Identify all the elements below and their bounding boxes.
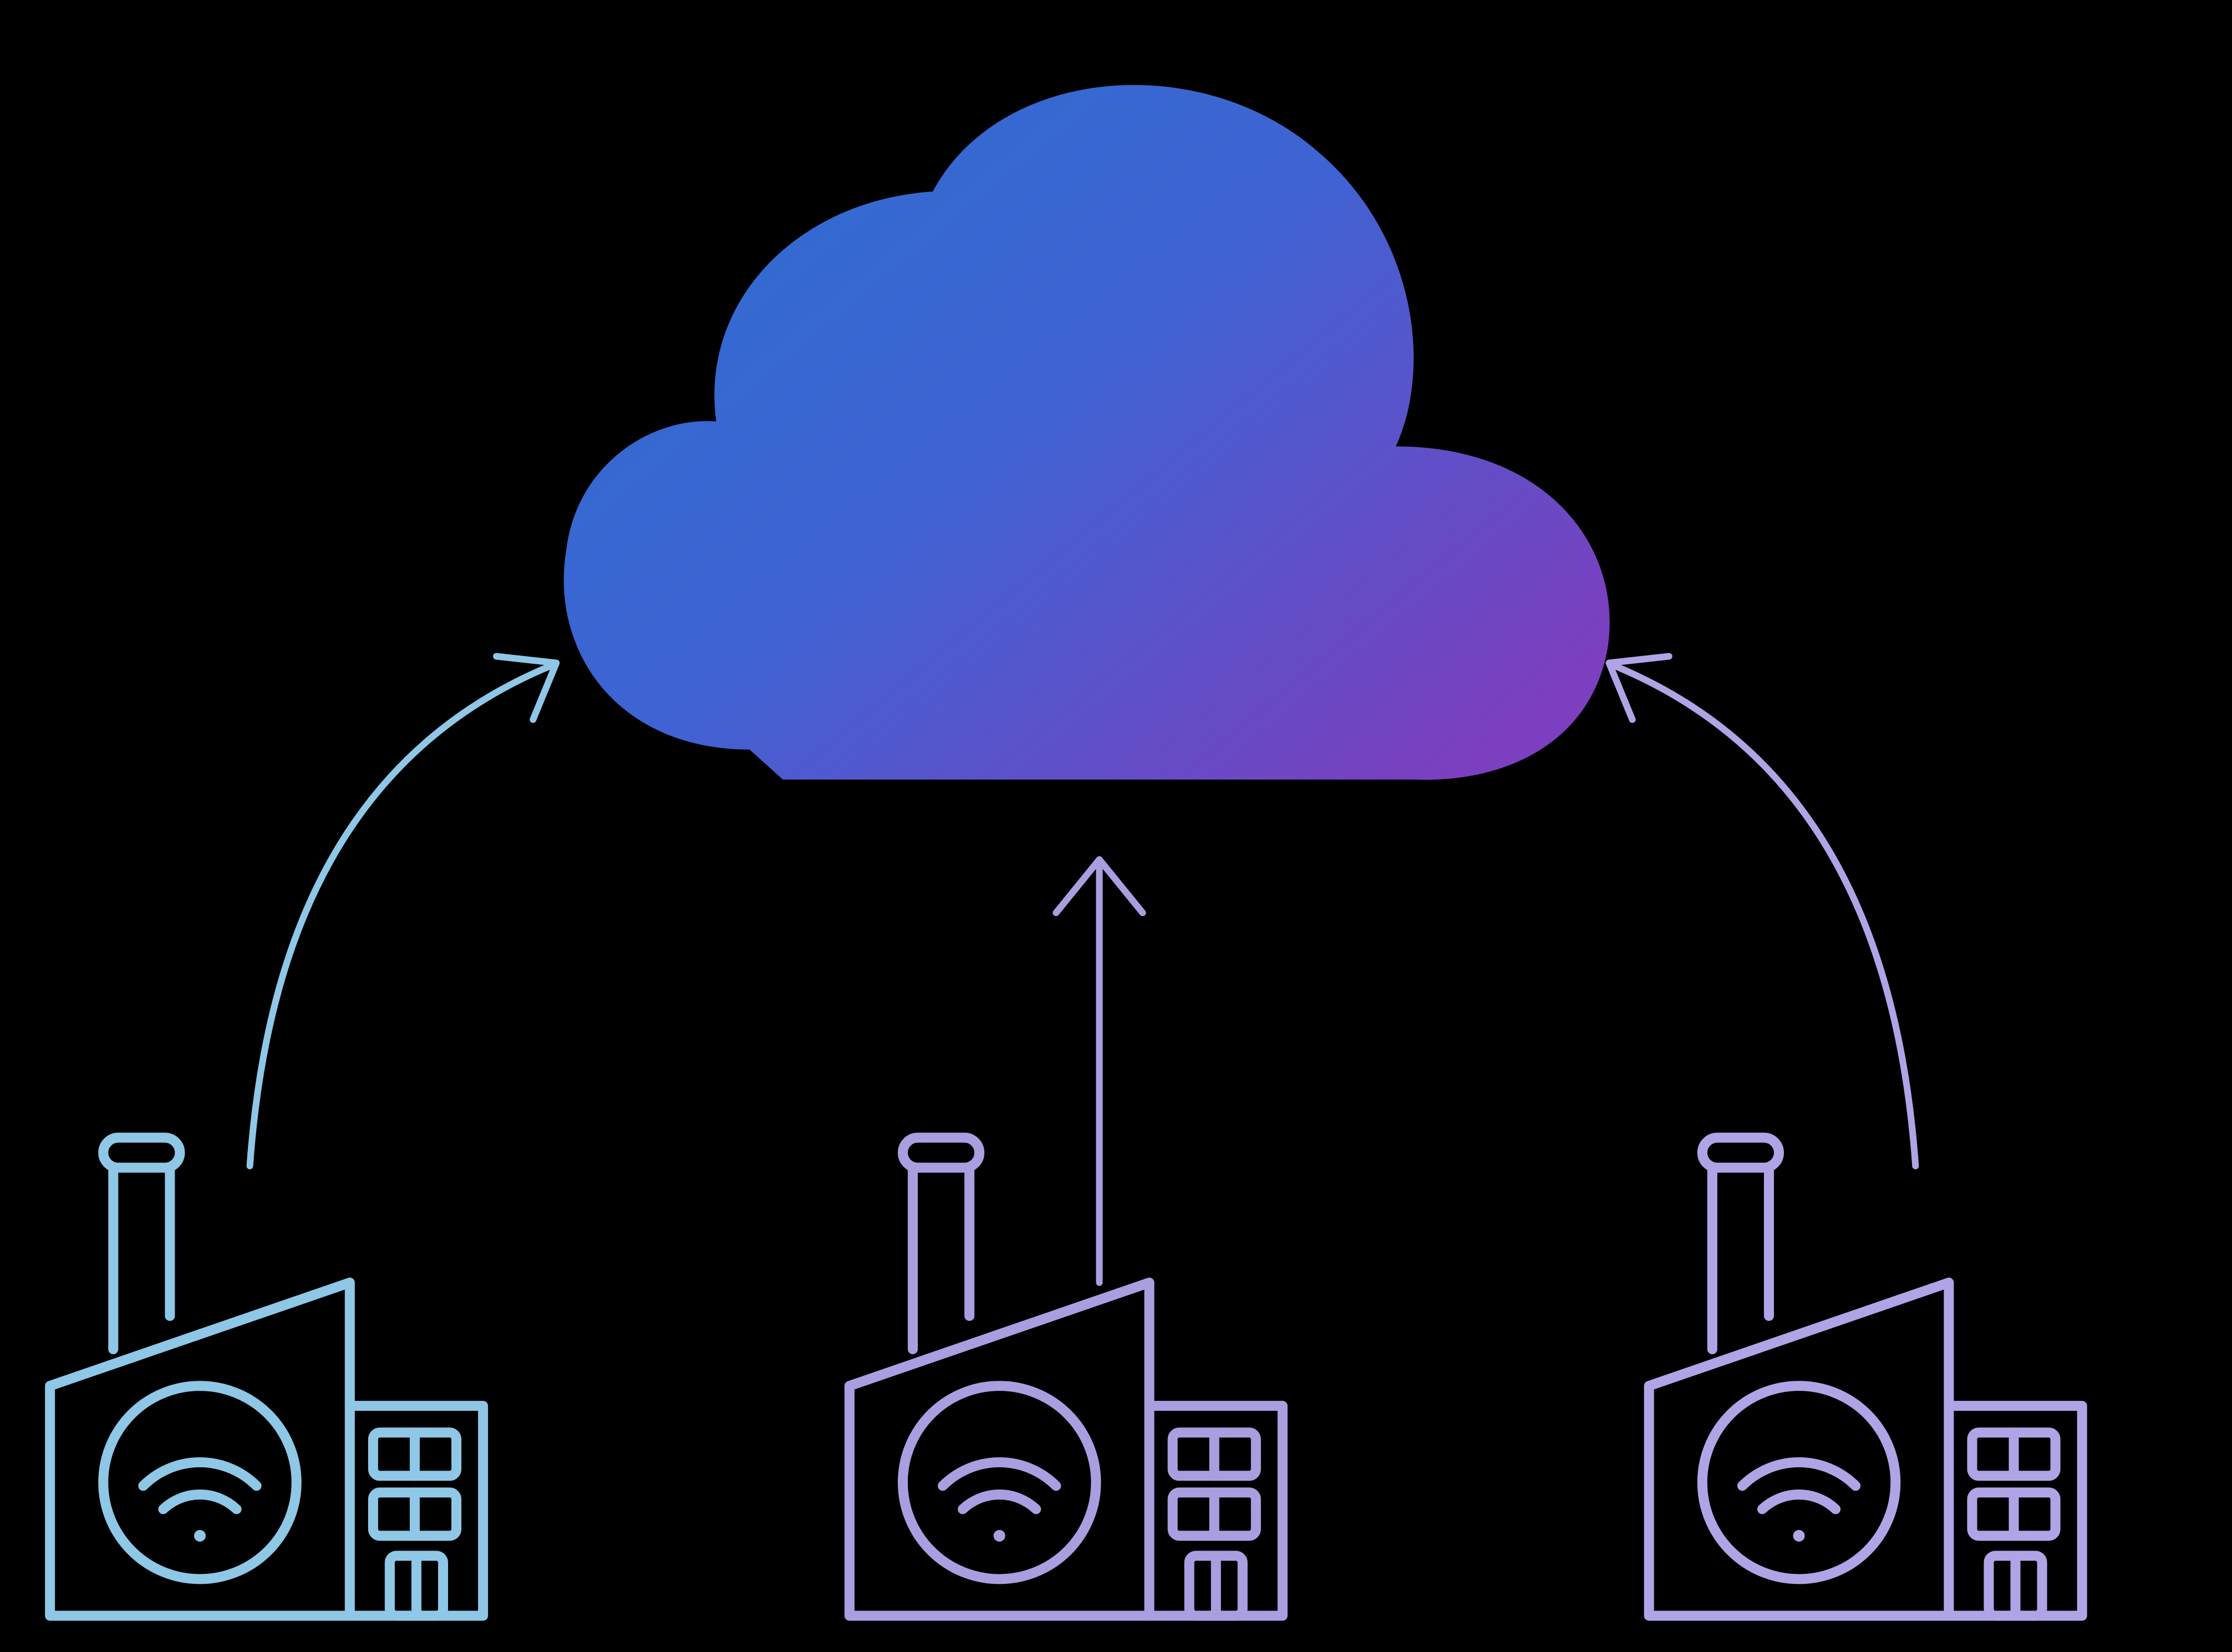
factory-icon-right <box>1649 1138 2082 1616</box>
arrow-left <box>250 656 557 1166</box>
cloud-icon <box>564 85 1610 780</box>
factory-icon-center <box>850 1138 1283 1616</box>
arrow-center <box>1056 860 1142 1283</box>
arrow-right <box>1609 656 1916 1166</box>
factory-icon-left <box>50 1138 483 1616</box>
diagram-canvas <box>0 0 2232 1652</box>
